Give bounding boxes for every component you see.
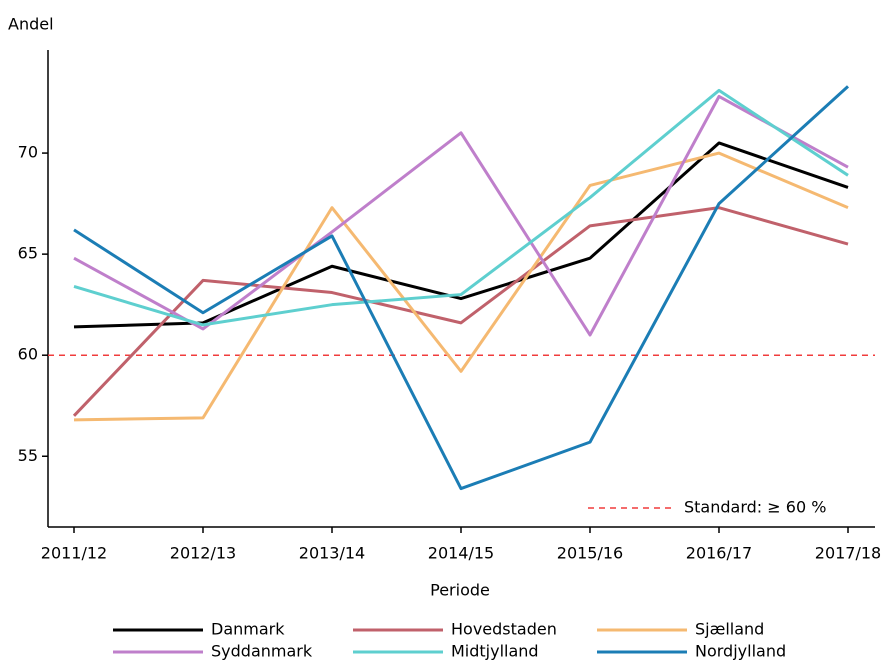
x-tick-label: 2015/16 (557, 544, 623, 563)
x-tick-label: 2014/15 (428, 544, 494, 563)
x-axis-title: Periode (430, 581, 490, 600)
series-line (73, 85, 850, 491)
reference-label: Standard: ≥ 60 % (684, 498, 826, 517)
legend-label: Midtjylland (451, 642, 539, 661)
series-line (73, 141, 849, 329)
x-tick-label: 2013/14 (299, 544, 365, 563)
y-tick-label: 60 (18, 345, 38, 364)
x-tick-label: 2016/17 (686, 544, 752, 563)
series-line (73, 88, 849, 327)
legend-label: Hovedstaden (451, 620, 557, 639)
series-line (73, 94, 849, 337)
x-tick-label: 2011/12 (41, 544, 107, 563)
legend-label: Syddanmark (211, 642, 313, 661)
y-axis-title: Andel (8, 15, 54, 34)
legend-label: Nordjylland (695, 642, 786, 661)
series-line (73, 151, 849, 422)
y-tick-label: 65 (18, 244, 38, 263)
legend-label: Danmark (211, 620, 285, 639)
legend-label: Sjælland (695, 620, 764, 639)
y-tick-label: 55 (18, 446, 38, 465)
y-tick-label: 70 (18, 143, 38, 162)
series-line (72, 206, 849, 417)
x-tick-label: 2017/18 (815, 544, 881, 563)
x-tick-label: 2012/13 (170, 544, 236, 563)
